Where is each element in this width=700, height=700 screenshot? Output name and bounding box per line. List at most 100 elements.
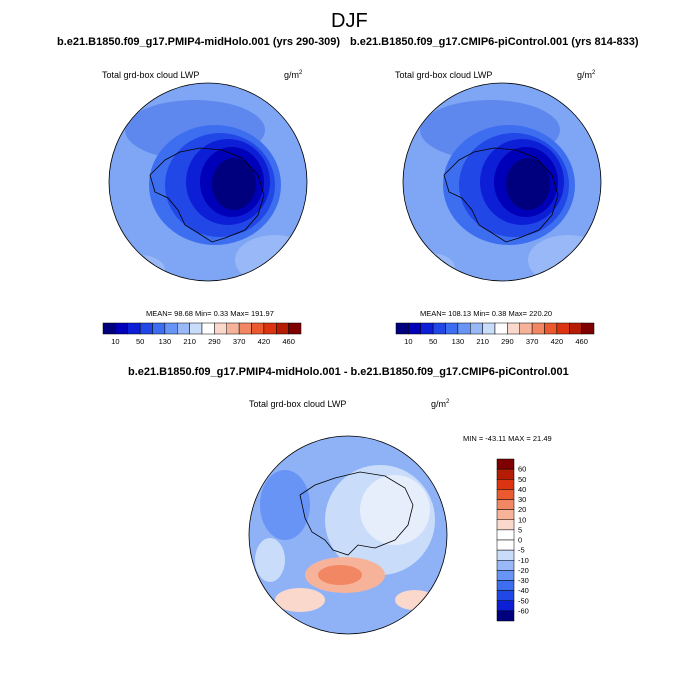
colorbar-swatch: [115, 322, 128, 335]
units-base: g/m: [577, 70, 593, 80]
colorbar-swatch: [496, 549, 515, 561]
colorbar-tick-label: 130: [452, 337, 465, 346]
colorbar-swatch: [496, 590, 515, 601]
colorbar-tick-label: 30: [518, 495, 526, 504]
colorbar-swatch: [496, 560, 515, 571]
colorbar-swatch: [496, 580, 515, 591]
colorbar-tick-label: 210: [183, 337, 196, 346]
colorbar-swatch: [189, 322, 203, 335]
map-left-field: [109, 83, 307, 281]
colorbar-tick-label: 290: [501, 337, 514, 346]
colorbar-tick-label: -5: [518, 546, 525, 555]
colorbar-swatch: [470, 322, 483, 335]
colorbar-tick-label: 60: [518, 465, 526, 474]
colorbar-swatch: [519, 322, 533, 335]
colorbar-tick-label: 10: [518, 515, 526, 524]
colorbar-tick-label: 370: [233, 337, 246, 346]
map-right-field: [403, 83, 601, 281]
colorbar-tick-label: 460: [575, 337, 588, 346]
colorbar-swatch: [496, 489, 515, 500]
panel-left-stats: MEAN= 98.68 Min= 0.33 Max= 191.97: [146, 309, 274, 318]
mean-label: MEAN=: [146, 309, 173, 318]
colorbar-swatch: [544, 322, 558, 335]
diff-title: b.e21.B1850.f09_g17.PMIP4-midHolo.001 - …: [128, 366, 569, 378]
min-value: 0.38: [491, 309, 507, 318]
max-label: Max=: [230, 309, 249, 318]
colorbar-swatch: [214, 322, 227, 335]
colorbar-tick-label: 20: [518, 505, 526, 514]
colorbar-tick-label: 50: [136, 337, 144, 346]
colorbar-swatch: [507, 322, 520, 335]
colorbar-swatch: [201, 322, 215, 335]
colorbar-swatch: [496, 570, 515, 581]
mean-value: 108.13: [448, 309, 472, 318]
units-exponent: 2: [446, 399, 450, 405]
colorbar-swatch: [496, 458, 515, 470]
colorbar-swatch: [432, 322, 446, 335]
colorbar-swatch: [581, 322, 595, 335]
colorbar-tick-label: -50: [518, 596, 529, 605]
colorbar-swatch: [238, 322, 252, 335]
mean-label: MEAN=: [420, 309, 447, 318]
colorbar-tick-label: 370: [526, 337, 539, 346]
colorbar-swatch: [164, 322, 178, 335]
min-label: Min=: [195, 309, 212, 318]
colorbar-swatch: [127, 322, 141, 335]
panel-left-units: g/m2: [284, 70, 302, 80]
colorbar-tick-label: 10: [404, 337, 412, 346]
colorbar-swatch: [496, 539, 515, 551]
colorbar-tick-label: -10: [518, 556, 529, 565]
colorbar-swatch: [496, 610, 515, 622]
colorbar-swatch: [482, 322, 496, 335]
mean-value: 98.68: [174, 309, 193, 318]
diff-units: g/m2: [431, 399, 449, 409]
colorbar-right: 10 50 130 210 290 370 420 460: [395, 322, 595, 346]
colorbar-swatch: [531, 322, 545, 335]
colorbar-swatch: [251, 322, 265, 335]
colorbar-tick-label: 50: [429, 337, 437, 346]
units-base: g/m: [431, 399, 447, 409]
panel-right-units: g/m2: [577, 70, 595, 80]
panel-left-case-title: b.e21.B1850.f09_g17.PMIP4-midHolo.001 (y…: [57, 36, 341, 48]
colorbar-swatch: [496, 509, 515, 520]
units-base: g/m: [284, 70, 300, 80]
panel-right-case-title: b.e21.B1850.f09_g17.CMIP6-piControl.001 …: [350, 36, 639, 48]
colorbar-swatch: [152, 322, 166, 335]
colorbar-swatch: [457, 322, 471, 335]
colorbar-swatch: [496, 468, 515, 480]
colorbar-tick-label: 420: [258, 337, 271, 346]
colorbar-tick-label: -20: [518, 566, 529, 575]
diff-minmax: MIN = -43.11 MAX = 21.49: [463, 434, 552, 443]
units-exponent: 2: [592, 70, 596, 76]
colorbar-tick-label: 130: [159, 337, 172, 346]
colorbar-tick-label: 40: [518, 485, 526, 494]
colorbar-swatch: [556, 322, 570, 335]
panel-left-variable: Total grd-box cloud LWP: [102, 70, 200, 80]
colorbar-tick-label: 50: [518, 475, 526, 484]
max-label: Max=: [508, 309, 528, 318]
colorbar-tick-label: 460: [282, 337, 295, 346]
colorbar-tick-label: 10: [111, 337, 119, 346]
colorbar-tick-label: -40: [518, 586, 529, 595]
colorbar-tick-label: 420: [551, 337, 564, 346]
max-value: 191.97: [250, 309, 274, 318]
season-title: DJF: [331, 10, 368, 32]
colorbar-tick-label: -60: [518, 606, 529, 615]
colorbar-swatch: [494, 322, 508, 335]
colorbar-tick-label: 290: [208, 337, 221, 346]
panel-right-variable: Total grd-box cloud LWP: [395, 70, 493, 80]
colorbar-swatch: [496, 529, 515, 541]
colorbar-swatch: [408, 322, 421, 335]
map-diff-field: [249, 436, 447, 634]
colorbar-swatch: [177, 322, 190, 335]
colorbar-tick-label: 210: [476, 337, 489, 346]
colorbar-swatch: [496, 479, 515, 490]
min-label: Min=: [473, 309, 490, 318]
colorbar-swatch: [226, 322, 240, 335]
colorbar-tick-label: 0: [518, 536, 522, 545]
max-value: 220.20: [529, 309, 553, 318]
colorbar-swatch: [288, 322, 302, 335]
colorbar-tick-label: 5: [518, 525, 522, 534]
